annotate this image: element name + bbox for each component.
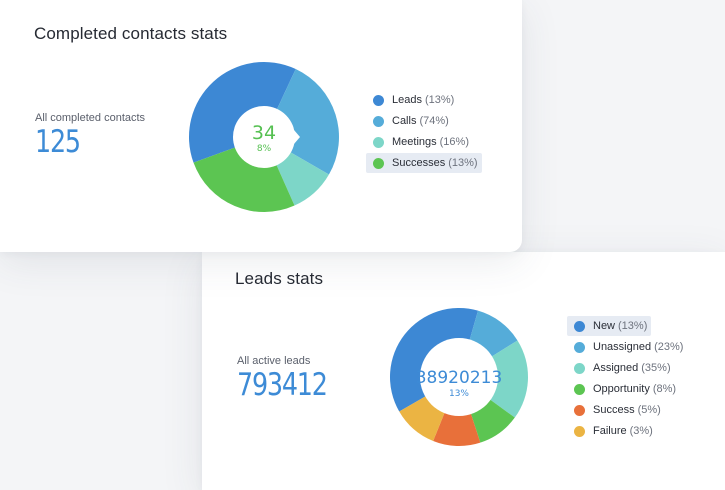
legend-dot	[373, 157, 384, 169]
legend-label: New	[593, 320, 616, 332]
donut-center-hole	[420, 338, 498, 416]
legend-label: Assigned	[593, 362, 639, 374]
donut-center-percent: 13%	[449, 389, 469, 399]
donut-center-percent: 8%	[257, 144, 272, 154]
legend-label: Calls	[392, 115, 417, 127]
leads-stats-card: Leads stats All active leads 793412 3892…	[202, 252, 725, 490]
completed-contacts-card: Completed contacts stats All completed c…	[0, 0, 522, 252]
legend-item-leads[interactable]: Leads (13%)	[366, 90, 454, 110]
legend-percent: (3%)	[629, 425, 653, 437]
legend-item-unassigned[interactable]: Unassigned (23%)	[567, 337, 683, 357]
legend-dot	[373, 94, 384, 106]
donut-pointer	[294, 130, 300, 144]
legend-item-failure[interactable]: Failure (3%)	[567, 421, 653, 441]
legend-dot	[373, 136, 384, 148]
legend-percent: (23%)	[654, 341, 684, 353]
legend-label: Successes	[392, 157, 446, 169]
legend-percent: (13%)	[424, 94, 455, 106]
legend-percent: (5%)	[637, 404, 661, 416]
legend-percent: (74%)	[419, 115, 449, 127]
donut-center-value: 38920213	[416, 368, 503, 388]
legend-item-successes[interactable]: Successes (13%)	[366, 153, 482, 173]
slice-calls	[264, 69, 339, 175]
leads-stats-title: Leads stats	[235, 269, 324, 288]
legend-item-opportunity[interactable]: Opportunity (8%)	[567, 379, 676, 399]
legend-percent: (16%)	[439, 136, 469, 148]
legend-percent: (13%)	[618, 320, 648, 332]
donut-center-value: 34	[252, 122, 276, 144]
legend-dot	[574, 341, 585, 353]
legend-dot	[574, 362, 585, 374]
legend-dot	[574, 383, 585, 395]
legend-label: Opportunity	[593, 383, 650, 395]
legend-item-calls[interactable]: Calls (74%)	[366, 111, 449, 131]
all-active-leads-label: All active leads	[237, 355, 311, 367]
completed-contacts-title: Completed contacts stats	[34, 24, 228, 43]
legend-dot	[574, 404, 585, 416]
legend-item-assigned[interactable]: Assigned (35%)	[567, 358, 671, 378]
legend-dot	[373, 115, 384, 127]
legend-label: Failure	[593, 425, 627, 437]
leads-donut-chart: 38920213 13%	[389, 307, 529, 447]
slice-leads	[188, 62, 296, 163]
legend-label: Leads	[392, 94, 422, 106]
all-active-leads-value: 793412	[237, 367, 328, 403]
legend-item-success[interactable]: Success (5%)	[567, 400, 661, 420]
legend-percent: (13%)	[448, 157, 478, 169]
legend-label: Unassigned	[593, 341, 652, 353]
all-completed-contacts-value: 125	[35, 124, 81, 160]
legend-percent: (8%)	[652, 383, 677, 395]
all-completed-contacts-label: All completed contacts	[35, 112, 146, 124]
donut-center-hole	[233, 106, 295, 168]
legend-item-new[interactable]: New (13%)	[567, 316, 652, 336]
completed-contacts-donut-chart: 34 8%	[188, 62, 339, 213]
legend-label: Success	[593, 404, 635, 416]
legend-percent: (35%)	[641, 362, 671, 374]
legend-dot	[574, 425, 585, 437]
legend-item-meetings[interactable]: Meetings (16%)	[366, 132, 469, 152]
legend-dot	[574, 320, 585, 332]
legend-label: Meetings	[392, 136, 437, 148]
